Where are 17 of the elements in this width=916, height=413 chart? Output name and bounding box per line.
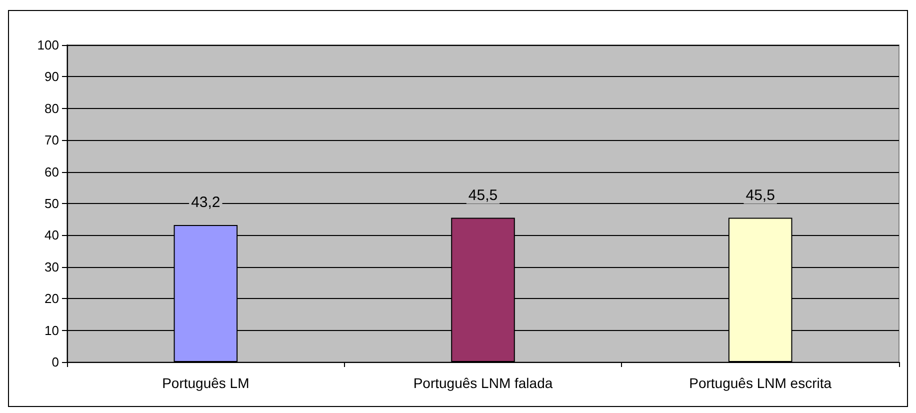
y-tick-label: 0	[52, 354, 59, 370]
y-tick-label: 80	[44, 100, 59, 116]
y-tick-label: 90	[44, 69, 59, 84]
y-tick-label: 100	[37, 38, 59, 52]
y-tick-label: 50	[44, 196, 59, 211]
data-label: 45,5	[468, 186, 498, 204]
y-tick-label: 10	[44, 322, 59, 338]
y-tick-label: 20	[44, 291, 59, 306]
x-tick-label: Português LM	[162, 375, 250, 391]
data-label: 43,2	[191, 194, 220, 212]
data-label: 45,5	[746, 186, 775, 204]
y-tick-label: 70	[44, 132, 59, 148]
y-tick-label: 40	[44, 228, 59, 243]
y-tick-label: 30	[44, 259, 59, 274]
y-tick-label: 60	[44, 164, 59, 180]
x-tick-label: Português LNM falada	[413, 375, 553, 391]
x-tick-label: Português LNM escrita	[689, 375, 832, 391]
